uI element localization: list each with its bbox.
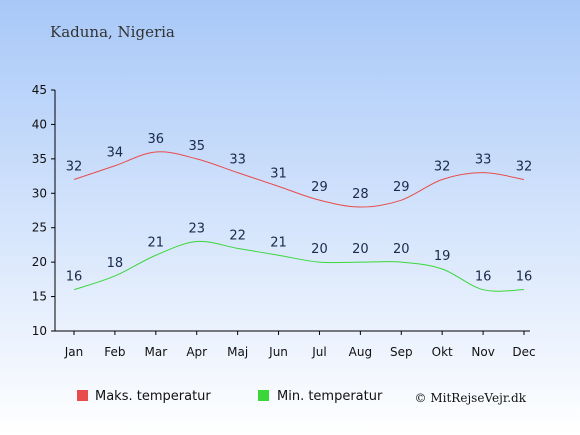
data-label: 29 [393, 180, 410, 195]
data-label: 16 [66, 270, 83, 285]
x-tick-label: Aug [349, 345, 372, 359]
data-label: 21 [270, 235, 287, 250]
x-tick-label: Jun [268, 345, 288, 359]
data-label: 16 [516, 270, 533, 285]
legend-swatch [77, 390, 88, 401]
data-label: 19 [434, 249, 451, 264]
legend-swatch [258, 390, 269, 401]
y-tick-label: 35 [32, 152, 47, 166]
y-tick-label: 25 [32, 221, 47, 235]
data-label: 20 [311, 242, 328, 257]
series-line [73, 240, 525, 292]
data-label: 28 [352, 187, 369, 202]
data-label: 22 [229, 228, 246, 243]
data-label: 29 [311, 180, 328, 195]
x-tick-label: Dec [512, 345, 535, 359]
series-line [73, 151, 525, 208]
x-tick-label: Mar [144, 345, 167, 359]
legend-label: Min. temperatur [277, 389, 383, 404]
legend-label: Maks. temperatur [95, 389, 211, 404]
x-tick-label: Maj [227, 345, 248, 359]
x-tick-label: Nov [471, 345, 494, 359]
data-label: 34 [107, 146, 124, 161]
data-label: 33 [229, 153, 246, 168]
data-label: 20 [393, 242, 410, 257]
x-tick-label: Okt [432, 345, 453, 359]
data-label: 31 [270, 166, 287, 181]
data-label: 35 [188, 139, 205, 154]
data-label: 32 [434, 160, 451, 175]
x-tick-label: Sep [390, 345, 413, 359]
chart-title: Kaduna, Nigeria [50, 23, 175, 41]
series-min: 16 18 21 23 22 21 20 20 20 19 16 16 [66, 221, 533, 292]
data-label: 33 [475, 153, 492, 168]
axes: 10 15 20 25 30 35 40 45 Jan Feb Mar Apr Maj Jun Jul Aug… [32, 83, 536, 359]
legend: Maks. temperatur Min. temperatur [77, 389, 383, 404]
y-tick-label: 10 [32, 324, 47, 338]
series-layer: 32 34 36 35 33 31 29 28 29 32 33 32 16 18 21 23 22 21 20 20… [66, 132, 533, 292]
series-max: 32 34 36 35 33 31 29 28 29 32 33 32 [66, 132, 533, 208]
x-tick-label: Apr [186, 345, 207, 359]
y-tick-label: 15 [32, 290, 47, 304]
data-label: 23 [188, 221, 205, 236]
data-label: 21 [148, 235, 165, 250]
data-label: 32 [516, 160, 533, 175]
x-tick-label: Jan [64, 345, 84, 359]
y-tick-label: 30 [32, 186, 47, 200]
data-label: 16 [475, 270, 492, 285]
data-label: 36 [148, 132, 165, 147]
data-label: 20 [352, 242, 369, 257]
data-label: 18 [107, 256, 124, 271]
x-tick-label: Feb [104, 345, 125, 359]
credit-text: © MitRejseVejr.dk [415, 391, 527, 405]
y-tick-label: 20 [32, 255, 47, 269]
x-tick-label: Jul [311, 345, 326, 359]
y-tick-label: 45 [32, 83, 47, 97]
y-tick-label: 40 [32, 117, 47, 131]
data-label: 32 [66, 160, 83, 175]
